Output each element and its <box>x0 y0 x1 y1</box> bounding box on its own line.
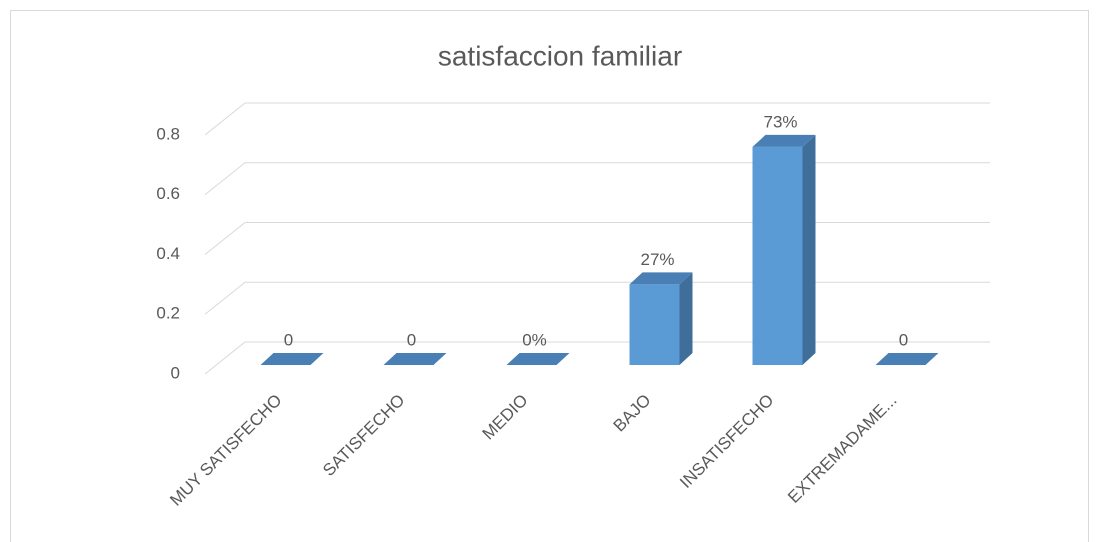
data-label: 0 <box>407 330 416 349</box>
bar-side <box>802 134 816 365</box>
grid-line <box>204 102 246 136</box>
grid-line <box>204 281 246 315</box>
bar-top <box>752 134 816 147</box>
grid-line <box>204 222 246 255</box>
data-label: 0 <box>284 330 293 349</box>
bar-front <box>752 146 803 365</box>
bar-side <box>679 272 693 365</box>
data-label: 0 <box>899 330 908 349</box>
y-tick-label: 0.6 <box>156 184 180 203</box>
bar <box>506 353 570 365</box>
data-label: 0% <box>522 330 547 349</box>
bar-front <box>629 284 680 365</box>
grid-line <box>204 341 246 375</box>
bar-top <box>260 353 324 365</box>
bar <box>875 353 939 365</box>
chart-frame <box>10 10 1089 542</box>
data-label: 27% <box>640 250 674 269</box>
y-tick-label: 0 <box>171 363 180 382</box>
y-tick-label: 0.2 <box>156 304 180 323</box>
chart-title: satisfaccion familiar <box>438 40 682 71</box>
bar <box>752 134 816 365</box>
bar <box>629 272 693 365</box>
y-tick-label: 0.4 <box>156 244 180 263</box>
bar <box>260 353 324 365</box>
bar-top <box>506 353 570 365</box>
grid-line <box>204 162 246 196</box>
y-tick-label: 0.8 <box>156 124 180 143</box>
bar <box>383 353 447 365</box>
bar-top <box>383 353 447 365</box>
bar-top <box>629 272 693 285</box>
bar-top <box>875 353 939 365</box>
data-label: 73% <box>763 112 797 131</box>
